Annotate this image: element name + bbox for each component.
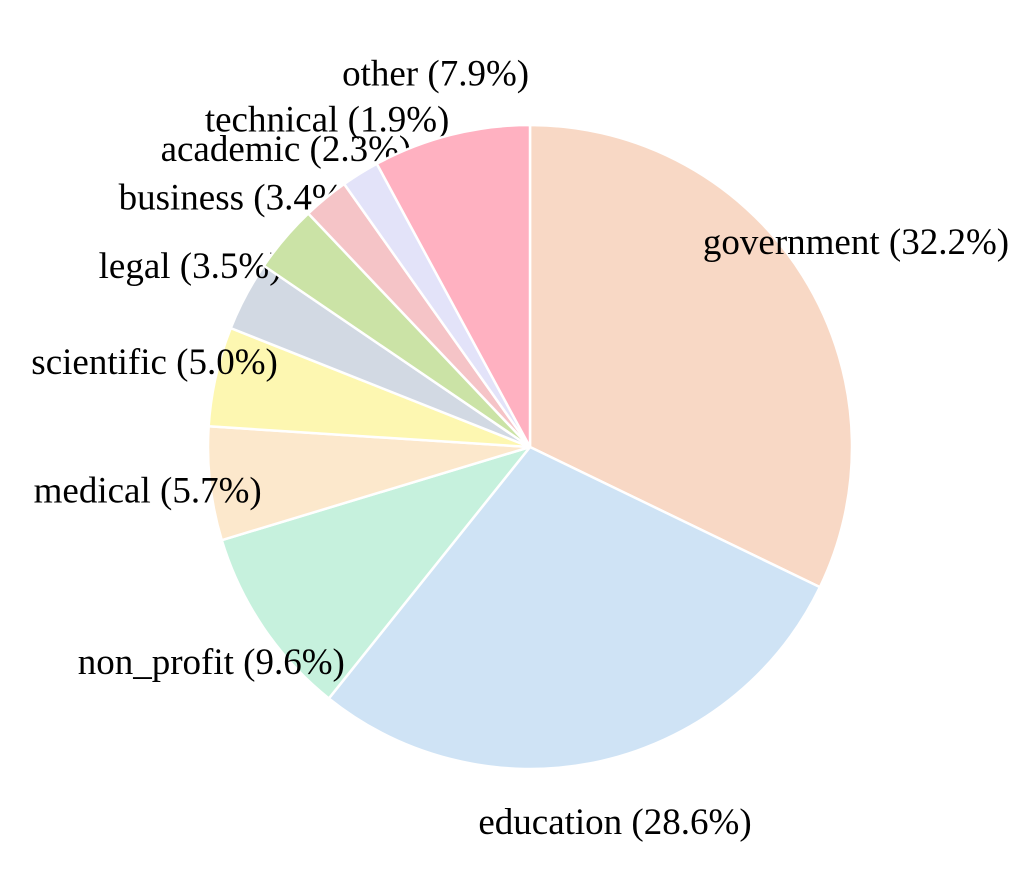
slice-label-academic: academic (2.3%) xyxy=(161,129,412,170)
pie-slice-other xyxy=(375,123,532,449)
slice-label-other: other (7.9%) xyxy=(342,54,529,95)
pie-slice-non_profit xyxy=(220,445,532,700)
slice-label-technical: technical (1.9%) xyxy=(205,100,450,141)
slice-label-legal: legal (3.5%) xyxy=(99,246,282,287)
slice-label-education: education (28.6%) xyxy=(478,802,751,843)
pie-slice-education xyxy=(327,445,822,771)
slice-label-medical: medical (5.7%) xyxy=(34,471,262,512)
slice-label-government: government (32.2%) xyxy=(703,222,1009,263)
slice-label-non_profit: non_profit (9.6%) xyxy=(78,642,345,683)
slice-label-scientific: scientific (5.0%) xyxy=(31,342,278,383)
pie-slice-government xyxy=(528,123,854,589)
